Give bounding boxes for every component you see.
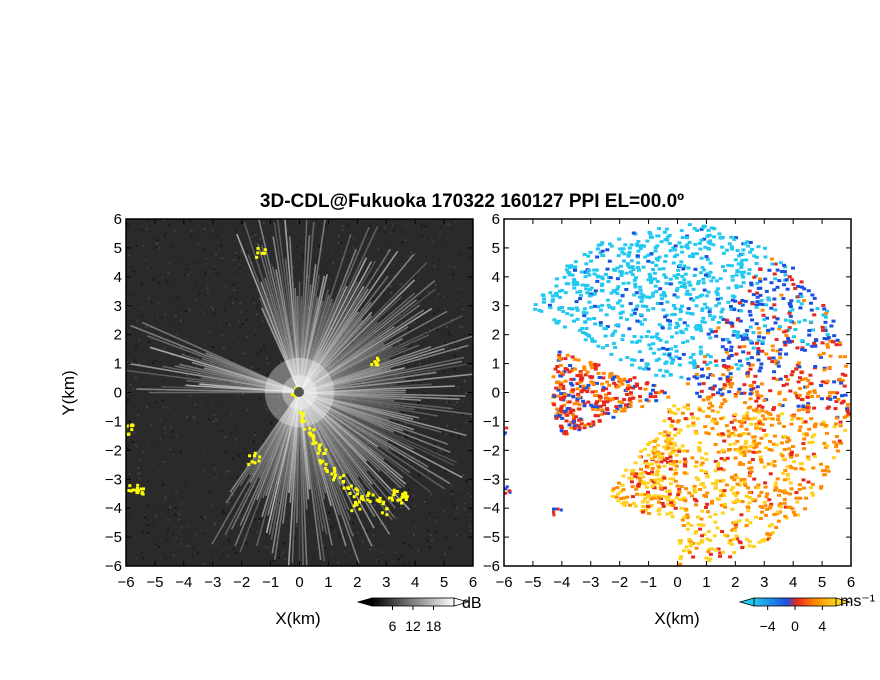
y-tick-label: −4 <box>105 500 122 517</box>
intensity-echo-rays <box>126 219 473 566</box>
y-tick-label: −3 <box>105 471 122 488</box>
y-tick-label: 3 <box>114 298 122 315</box>
velocity-field <box>504 223 851 566</box>
y-tick-label: 5 <box>114 240 122 257</box>
x-tick-label: 1 <box>702 574 710 591</box>
x-tick-label: −6 <box>117 574 134 591</box>
y-tick-label: 1 <box>492 356 500 373</box>
intensity-panel: −6 −5 −4 −3 −2 −1 0 1 2 3 4 5 6 −6 −5 −4 −3 −2 −1 0 1 2 3 4 5 6 X… <box>59 211 477 628</box>
colorbar-tick-label: 18 <box>426 618 442 634</box>
y-tick-label: −5 <box>105 529 122 546</box>
x-tick-label: 3 <box>382 574 390 591</box>
y-tick-label: 0 <box>492 385 500 402</box>
intensity-y-axis-label: Y(km) <box>59 370 78 415</box>
y-tick-label: −4 <box>483 500 500 517</box>
y-tick-label: 1 <box>114 356 122 373</box>
colorbar-tick-label: 12 <box>405 618 421 634</box>
x-tick-label: −3 <box>204 574 221 591</box>
y-tick-label: −6 <box>483 558 500 575</box>
x-tick-label: −2 <box>233 574 250 591</box>
colorbar-tick-label: 4 <box>818 618 826 634</box>
x-tick-label: −5 <box>524 574 541 591</box>
x-tick-label: −5 <box>146 574 163 591</box>
y-tick-label: 2 <box>114 327 122 344</box>
y-tick-label: 6 <box>492 211 500 228</box>
intensity-colorbar-unit: dB <box>462 595 482 612</box>
intensity-colorbar: 6 12 18 dB <box>356 595 482 634</box>
x-tick-label: 5 <box>818 574 826 591</box>
y-tick-label: 5 <box>492 240 500 257</box>
y-tick-label: −2 <box>483 442 500 459</box>
x-tick-label: 6 <box>847 574 855 591</box>
x-tick-label: −6 <box>495 574 512 591</box>
velocity-colorbar-ramp <box>753 597 837 607</box>
y-tick-label: 4 <box>114 269 122 286</box>
intensity-axis-ticks: −6 −5 −4 −3 −2 −1 0 1 2 3 4 5 6 −6 −5 −4 −3 −2 −1 0 1 2 3 4 5 6 <box>105 211 477 591</box>
x-tick-label: 0 <box>295 574 303 591</box>
y-tick-label: −5 <box>483 529 500 546</box>
y-tick-label: −3 <box>483 471 500 488</box>
x-tick-label: −1 <box>640 574 657 591</box>
y-tick-label: 2 <box>492 327 500 344</box>
intensity-colorbar-low-arrow <box>356 597 373 607</box>
velocity-colorbar: −4 0 4 ms⁻¹ <box>738 593 875 634</box>
velocity-colorbar-low-arrow <box>738 597 755 607</box>
colorbar-tick-label: 0 <box>791 618 799 634</box>
x-tick-label: −4 <box>553 574 570 591</box>
x-tick-label: 6 <box>469 574 477 591</box>
velocity-colorbar-high-arrow <box>835 597 852 607</box>
y-tick-label: 6 <box>114 211 122 228</box>
y-tick-label: 0 <box>114 385 122 402</box>
x-tick-label: 2 <box>353 574 361 591</box>
x-tick-label: 4 <box>411 574 419 591</box>
x-tick-label: 5 <box>440 574 448 591</box>
y-tick-label: −1 <box>483 413 500 430</box>
velocity-panel: −6 −5 −4 −3 −2 −1 0 1 2 3 4 5 6 −6 −5 −4 −3 −2 −1 0 1 2 3 4 5 6 X… <box>483 211 855 628</box>
intensity-x-axis-label: X(km) <box>275 609 320 628</box>
x-tick-label: −4 <box>175 574 192 591</box>
x-tick-label: 2 <box>731 574 739 591</box>
velocity-colorbar-unit: ms⁻¹ <box>840 593 875 610</box>
y-tick-label: −6 <box>105 558 122 575</box>
y-tick-label: −1 <box>105 413 122 430</box>
x-tick-label: 0 <box>673 574 681 591</box>
y-tick-label: 4 <box>492 269 500 286</box>
x-tick-label: 4 <box>789 574 797 591</box>
x-tick-label: −1 <box>262 574 279 591</box>
velocity-x-axis-label: X(km) <box>654 609 699 628</box>
intensity-colorbar-high-arrow <box>453 597 470 607</box>
y-tick-label: 3 <box>492 298 500 315</box>
y-tick-label: −2 <box>105 442 122 459</box>
radar-site-marker <box>294 387 304 397</box>
figure-title: 3D-CDL@Fukuoka 170322 160127 PPI EL=00.0… <box>260 191 684 212</box>
x-tick-label: −3 <box>582 574 599 591</box>
x-tick-label: 1 <box>324 574 332 591</box>
colorbar-tick-label: −4 <box>760 618 776 634</box>
colorbar-tick-label: 6 <box>389 618 397 634</box>
velocity-axis-ticks: −6 −5 −4 −3 −2 −1 0 1 2 3 4 5 6 −6 −5 −4 −3 −2 −1 0 1 2 3 4 5 6 <box>483 211 855 591</box>
x-tick-label: −2 <box>611 574 628 591</box>
intensity-colorbar-ramp <box>371 597 455 607</box>
x-tick-label: 3 <box>760 574 768 591</box>
